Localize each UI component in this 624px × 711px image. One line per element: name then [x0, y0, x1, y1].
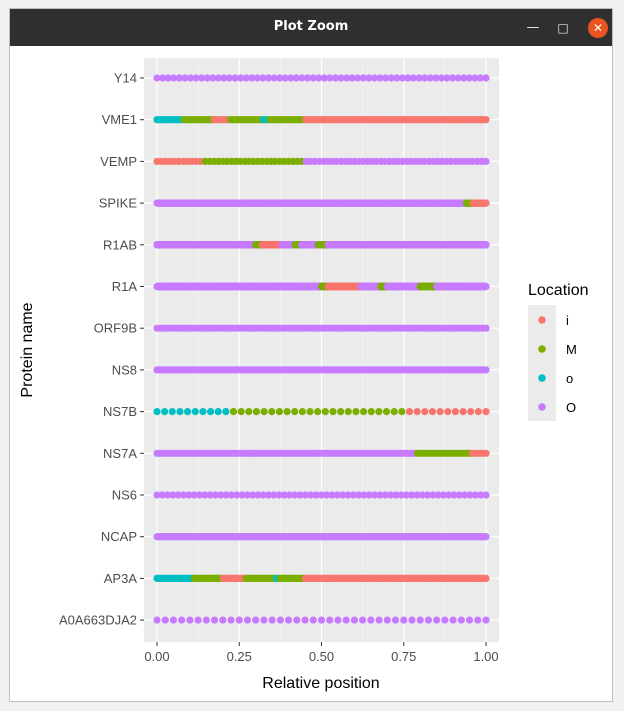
series-VEMP [153, 157, 490, 165]
point [354, 74, 362, 82]
point [359, 74, 367, 82]
point [482, 157, 490, 165]
point [298, 74, 306, 82]
point [158, 74, 167, 82]
series-VME1 [153, 116, 490, 124]
point [426, 74, 434, 82]
point [393, 74, 401, 82]
point [409, 74, 418, 82]
point [382, 74, 390, 82]
point [264, 74, 273, 82]
point [387, 74, 395, 82]
point [153, 74, 161, 82]
point [170, 74, 178, 82]
point [259, 74, 267, 82]
point [331, 74, 340, 82]
point [376, 74, 384, 82]
point [198, 74, 206, 82]
point [404, 74, 412, 82]
point [281, 74, 289, 82]
point [242, 74, 250, 82]
point [432, 74, 440, 82]
point [237, 74, 245, 82]
point [231, 74, 239, 82]
point [203, 74, 211, 82]
point [476, 74, 485, 82]
point [398, 74, 406, 82]
point [225, 74, 234, 82]
point [421, 74, 429, 82]
point [214, 74, 222, 82]
point [253, 74, 261, 82]
point [370, 74, 379, 82]
point [303, 74, 312, 82]
point [209, 74, 217, 82]
series-SPIKE [153, 199, 490, 207]
point [309, 74, 317, 82]
point [164, 74, 172, 82]
point [270, 74, 278, 82]
point [287, 74, 295, 82]
maximize-icon[interactable]: □ [557, 21, 569, 35]
point [248, 74, 256, 82]
window-title: Plot Zoom [273, 19, 349, 34]
point [292, 74, 301, 82]
minimize-icon[interactable]: — [526, 20, 540, 35]
point [443, 74, 451, 82]
point [348, 74, 356, 82]
point [342, 74, 351, 82]
point [465, 74, 473, 82]
point [181, 74, 189, 82]
point [454, 74, 462, 82]
point [482, 74, 490, 82]
point [415, 74, 423, 82]
data-points [153, 74, 490, 624]
point [326, 74, 334, 82]
point [220, 74, 228, 82]
point [320, 74, 328, 82]
point [482, 199, 490, 207]
series-R1AB [153, 241, 490, 249]
close-icon[interactable]: ✕ [588, 18, 608, 38]
point [365, 74, 373, 82]
point [315, 74, 323, 82]
series-Y14 [153, 74, 490, 82]
point [448, 74, 457, 82]
point [482, 116, 490, 124]
title-bar[interactable]: Plot Zoom — □ ✕ [10, 9, 612, 46]
point [175, 74, 183, 82]
point [186, 74, 195, 82]
point [437, 74, 445, 82]
point [471, 74, 479, 82]
point [460, 74, 468, 82]
point [337, 74, 345, 82]
point [192, 74, 200, 82]
point [276, 74, 284, 82]
